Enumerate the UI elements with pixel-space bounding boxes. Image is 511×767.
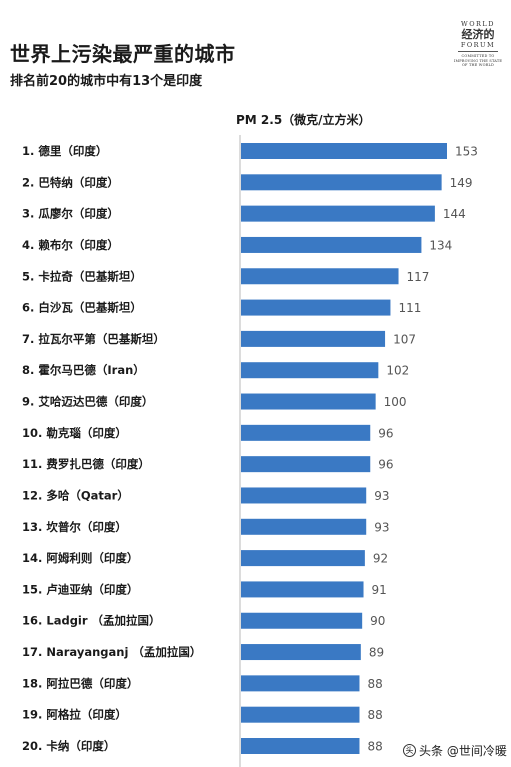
category-label: 1. 德里（印度） [22, 144, 107, 158]
bar-value-label: 100 [384, 395, 407, 409]
bar [241, 644, 361, 661]
bar-value-label: 134 [429, 238, 452, 252]
bar [241, 299, 391, 316]
bar-value-label: 88 [367, 740, 382, 754]
category-label: 4. 赖布尔（印度） [22, 238, 119, 252]
bar-value-label: 88 [367, 708, 382, 722]
category-label: 19. 阿格拉（印度） [22, 708, 127, 722]
bar-value-label: 102 [386, 364, 409, 378]
category-label: 17. Narayanganj （孟加拉国） [22, 645, 201, 659]
category-label: 2. 巴特纳（印度） [22, 175, 119, 189]
bar [241, 393, 376, 410]
category-label: 8. 霍尔马巴德（Iran） [22, 363, 145, 377]
logo-line-forum: FORUM [460, 41, 496, 49]
category-label: 14. 阿姆利则（印度） [22, 551, 138, 565]
category-label: 15. 卢迪亚纳（印度） [22, 582, 138, 596]
bar-value-label: 88 [367, 677, 382, 691]
category-label: 6. 白沙瓦（巴基斯坦） [22, 301, 142, 315]
bar-value-label: 96 [378, 426, 393, 440]
bar [241, 174, 442, 191]
category-label: 9. 艾哈迈达巴德（印度） [22, 395, 153, 409]
bar [241, 487, 367, 504]
bar-value-label: 90 [370, 614, 385, 628]
value-column-header: PM 2.5（微克/立方米） [236, 113, 371, 127]
bar [241, 456, 371, 473]
logo-line-world: WORLD [461, 20, 495, 28]
category-label: 18. 阿拉巴德（印度） [22, 676, 138, 690]
bar-value-label: 96 [378, 458, 393, 472]
bar-value-label: 93 [374, 489, 389, 503]
bar [241, 205, 435, 222]
bar-value-label: 149 [450, 176, 473, 190]
bar [241, 612, 363, 629]
bar [241, 706, 360, 723]
category-label: 11. 费罗扎巴德（印度） [22, 457, 150, 471]
category-label: 20. 卡纳（印度） [22, 739, 115, 753]
bar-value-label: 117 [407, 270, 430, 284]
world-economic-forum-logo: WORLD 经济的 FORUM COMMITTED TO IMPROVING T… [452, 20, 504, 78]
category-label: 7. 拉瓦尔平第（巴基斯坦） [22, 332, 165, 346]
chart-title: 世界上污染最严重的城市 [10, 42, 236, 66]
watermark-logo-icon: 头 [403, 743, 416, 757]
bar [241, 738, 360, 754]
bar [241, 550, 365, 567]
bar [241, 581, 364, 598]
bar [241, 675, 360, 692]
bar-value-label: 92 [373, 552, 388, 566]
bar-value-label: 89 [369, 646, 384, 660]
bar [241, 330, 386, 347]
bar [241, 424, 371, 441]
category-label: 12. 多哈（Qatar） [22, 488, 129, 502]
bar [241, 236, 422, 253]
bar-value-label: 144 [443, 207, 466, 221]
watermark-text: 头条 @世间冷暖 [419, 743, 507, 758]
source-watermark: 头 头条 @世间冷暖 [400, 741, 510, 759]
bar [241, 143, 447, 159]
category-label: 16. Ladgir （孟加拉国） [22, 614, 161, 628]
category-label: 10. 勒克瑙（印度） [22, 426, 127, 440]
bar [241, 268, 399, 285]
chart-subtitle: 排名前20的城市中有13个是印度 [10, 74, 203, 89]
bar-value-label: 91 [372, 583, 387, 597]
logo-line-economic: 经济的 [461, 28, 495, 41]
bar-value-label: 111 [398, 301, 421, 315]
bar [241, 518, 367, 535]
bar-value-label: 93 [374, 520, 389, 534]
logo-divider [458, 51, 498, 52]
logo-tagline: COMMITTED TO IMPROVING THE STATE OF THE … [453, 54, 503, 67]
category-label: 5. 卡拉奇（巴基斯坦） [22, 269, 142, 283]
bar-value-label: 153 [455, 145, 478, 159]
category-label: 13. 坎普尔（印度） [22, 520, 127, 534]
bar-value-label: 107 [393, 332, 416, 346]
category-label: 3. 瓜廖尔（印度） [22, 207, 119, 221]
bar [241, 362, 379, 379]
